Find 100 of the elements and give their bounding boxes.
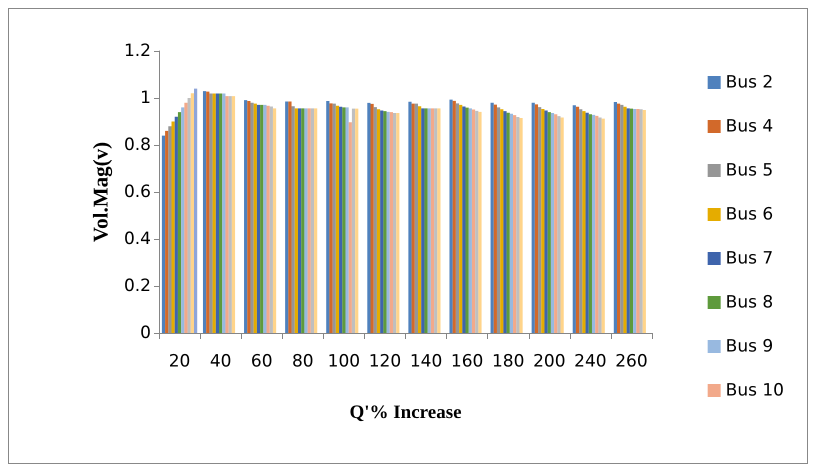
bar [376,109,380,333]
bar [472,110,476,333]
bar [408,102,412,333]
bar [500,109,504,333]
bar [329,103,333,333]
bar [178,112,182,333]
bar [380,110,384,333]
legend-label: Bus 2 [726,72,774,92]
bar [232,96,236,333]
bar [301,108,304,333]
bar [620,104,624,333]
bar [332,104,336,333]
bar [576,106,580,333]
bar [254,104,257,333]
bar [298,108,302,333]
bar [292,106,295,333]
bar [623,106,627,333]
bar [374,107,377,333]
bar [434,108,438,333]
bar [639,109,643,333]
x-tick-label: 140 [410,352,442,372]
bar [462,106,466,333]
bar [468,108,472,333]
bar [212,94,216,333]
bar [263,104,267,333]
bar [614,102,618,333]
bar [228,96,232,333]
bar [188,98,191,333]
bar [510,114,514,333]
bar [579,109,582,333]
bar [174,116,178,333]
bar [244,100,248,333]
bar [326,101,330,333]
bar [428,108,431,333]
bar [386,112,390,333]
bar [437,108,440,333]
bar [636,109,640,333]
bar [602,118,605,333]
legend-label: Bus 10 [726,380,784,400]
bar [586,112,589,333]
bar [421,108,424,333]
bar [392,113,396,333]
bar [355,108,358,333]
bar [449,100,453,333]
bar [396,113,400,333]
x-tick-label: 60 [250,352,273,372]
x-axis-title: Q'% Increase [349,402,462,423]
bar [430,108,434,333]
legend-label: Bus 5 [726,160,774,180]
bar [560,118,564,333]
bar [475,110,478,333]
bar [216,94,220,333]
x-tick-label: 240 [574,352,607,372]
bar [367,102,371,333]
bar [345,107,349,333]
bar [412,104,415,333]
bar [288,102,292,333]
bar [541,109,544,333]
bar [202,91,206,333]
bar [598,118,602,333]
bar [194,88,198,333]
legend-label: Bus 6 [726,204,774,224]
y-axis-title: Vol.Mag(v) [88,142,112,242]
bar [172,122,175,333]
x-tick-label: 180 [492,352,524,372]
bar [250,102,254,333]
bar [260,104,264,333]
x-tick-label: 20 [168,352,190,372]
bar [165,130,168,333]
bar [532,102,535,333]
bar [538,107,542,333]
bar [506,112,510,333]
bar [516,117,520,333]
bar [168,126,172,333]
bar [490,102,494,333]
y-tick-label: 0 [140,323,151,343]
bar [626,108,630,333]
bar [184,102,188,333]
legend-label: Bus 7 [726,248,774,268]
bar [582,111,586,333]
bar [550,113,554,333]
bar [459,104,462,333]
bar [209,94,213,333]
bar [630,108,634,333]
bar [503,111,507,333]
bar [339,106,342,333]
bar [294,108,298,333]
bar [572,105,576,333]
legend-label: Bus 9 [726,336,774,356]
bar [390,112,393,333]
bar [266,106,270,333]
bar [336,106,340,333]
bar [617,104,620,333]
bar [181,107,184,333]
bar [219,94,222,333]
bar [466,108,469,333]
y-tick-label: 0.4 [124,229,151,249]
bar [513,115,516,333]
bar [352,108,356,333]
bar [544,110,548,333]
